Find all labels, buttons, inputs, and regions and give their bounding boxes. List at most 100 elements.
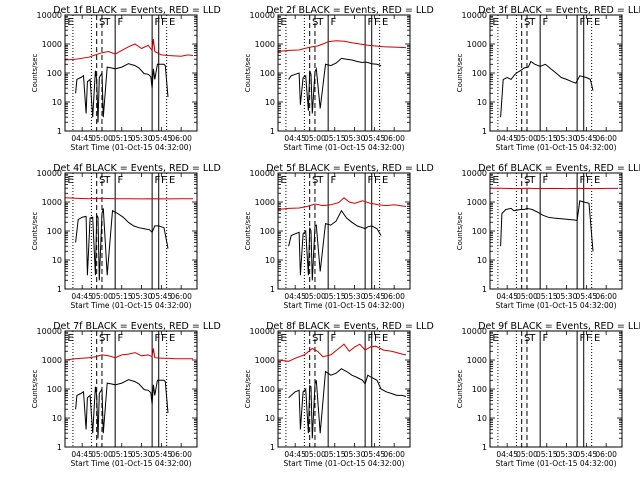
series-events-line	[288, 57, 382, 114]
chart-title: Det 6f BLACK = Events, RED = LLD	[478, 163, 640, 174]
y-tick-label: 10000	[462, 11, 487, 20]
chart-title: Det 2f BLACK = Events, RED = LLD	[266, 5, 434, 16]
y-axis-label: Counts/sec	[456, 212, 464, 251]
x-axis-label: Start Time (01-Oct-15 04:32:00)	[495, 143, 616, 152]
marker-letter: F	[579, 175, 585, 186]
marker-letter: E	[594, 175, 600, 186]
series-events-line	[75, 208, 169, 281]
y-tick-label: 10000	[462, 169, 487, 178]
marker-letter: F	[579, 17, 585, 28]
x-tick-label: 05:00	[516, 450, 538, 459]
marker-letter: F	[374, 17, 380, 28]
y-tick-label: 100	[260, 385, 275, 394]
chart-title: Det 9f BLACK = Events, RED = LLD	[478, 321, 640, 332]
y-axis-label: Counts/sec	[244, 370, 252, 409]
y-axis-label: Counts/sec	[31, 54, 39, 93]
x-tick-label: 06:00	[595, 292, 617, 301]
y-tick-label: 10	[265, 414, 275, 423]
x-axis-label: Start Time (01-Oct-15 04:32:00)	[495, 459, 616, 468]
marker-letter: S	[312, 333, 318, 344]
plot-frame	[277, 172, 411, 290]
y-tick-label: 10	[477, 256, 487, 265]
x-tick-label: 06:00	[595, 450, 617, 459]
marker-letter: E	[280, 175, 286, 186]
x-tick-label: 05:45	[576, 450, 598, 459]
series-events-line	[500, 200, 594, 252]
x-tick-label: 05:30	[556, 450, 578, 459]
y-tick-label: 100	[47, 227, 62, 236]
plot-frame	[277, 330, 411, 448]
x-tick-label: 04:45	[496, 134, 518, 143]
y-tick-label: 1000	[467, 40, 487, 49]
y-tick-label: 10	[52, 98, 62, 107]
plot-frame	[277, 14, 411, 132]
series-events-line	[75, 379, 169, 439]
x-axis-label: Start Time (01-Oct-15 04:32:00)	[70, 301, 191, 310]
x-tick-label: 04:45	[284, 450, 306, 459]
marker-letter: T	[316, 17, 324, 28]
y-tick-label: 1	[270, 443, 275, 452]
marker-letter: E	[280, 17, 286, 28]
x-tick-label: 05:15	[111, 292, 133, 301]
x-tick-label: 05:45	[151, 134, 173, 143]
x-tick-label: 05:15	[536, 292, 558, 301]
series-lld-line	[64, 197, 194, 200]
marker-letter: F	[542, 175, 548, 186]
x-tick-label: 05:00	[304, 450, 326, 459]
series-events-line	[288, 209, 382, 281]
marker-letter: E	[382, 175, 388, 186]
y-axis-label: Counts/sec	[456, 54, 464, 93]
y-tick-label: 1000	[42, 356, 62, 365]
series-events-line	[75, 63, 169, 123]
x-tick-label: 06:00	[383, 450, 405, 459]
y-tick-label: 1000	[42, 40, 62, 49]
marker-letter: F	[154, 175, 160, 186]
plot-frame	[64, 330, 198, 448]
y-tick-label: 10000	[37, 11, 62, 20]
marker-letter: F	[579, 333, 585, 344]
x-tick-label: 05:15	[536, 450, 558, 459]
marker-letter: T	[103, 17, 111, 28]
x-axis-label: Start Time (01-Oct-15 04:32:00)	[495, 301, 616, 310]
marker-letter: F	[154, 17, 160, 28]
x-axis-label: Start Time (01-Oct-15 04:32:00)	[70, 143, 191, 152]
series-lld-line	[277, 40, 407, 52]
x-tick-label: 04:45	[496, 450, 518, 459]
y-tick-label: 100	[47, 69, 62, 78]
plot-frame	[489, 330, 623, 448]
x-axis-label: Start Time (01-Oct-15 04:32:00)	[283, 459, 404, 468]
x-axis-label: Start Time (01-Oct-15 04:32:00)	[70, 459, 191, 468]
marker-letter: S	[99, 175, 105, 186]
y-tick-label: 10	[265, 98, 275, 107]
series-lld-line	[64, 348, 193, 361]
y-tick-label: 10	[52, 414, 62, 423]
marker-letter: T	[103, 175, 111, 186]
x-tick-label: 05:45	[576, 292, 598, 301]
marker-letter: E	[67, 175, 73, 186]
x-tick-label: 05:30	[131, 450, 153, 459]
marker-letter: S	[312, 17, 318, 28]
marker-letter: F	[367, 175, 373, 186]
chart-title: Det 8f BLACK = Events, RED = LLD	[266, 321, 434, 332]
x-tick-label: 05:30	[556, 134, 578, 143]
plot-frame	[489, 14, 623, 132]
marker-letter: T	[316, 333, 324, 344]
marker-letter: T	[528, 333, 536, 344]
y-tick-label: 100	[260, 69, 275, 78]
marker-letter: E	[492, 175, 498, 186]
marker-letter: E	[67, 333, 73, 344]
marker-letter: F	[367, 333, 373, 344]
series-lld-line	[277, 343, 407, 362]
marker-letter: F	[117, 333, 123, 344]
marker-letter: F	[586, 175, 592, 186]
x-tick-label: 05:45	[151, 450, 173, 459]
marker-letter: T	[528, 175, 536, 186]
chart-title: Det 4f BLACK = Events, RED = LLD	[53, 163, 221, 174]
marker-letter: E	[169, 17, 175, 28]
marker-letter: S	[524, 17, 530, 28]
x-tick-label: 06:00	[170, 292, 192, 301]
y-tick-label: 1	[482, 127, 487, 136]
chart-panel-8: Det 8f BLACK = Events, RED = LLD 1 10 100 10…	[244, 321, 434, 468]
marker-letter: S	[524, 333, 530, 344]
marker-letter: E	[169, 333, 175, 344]
